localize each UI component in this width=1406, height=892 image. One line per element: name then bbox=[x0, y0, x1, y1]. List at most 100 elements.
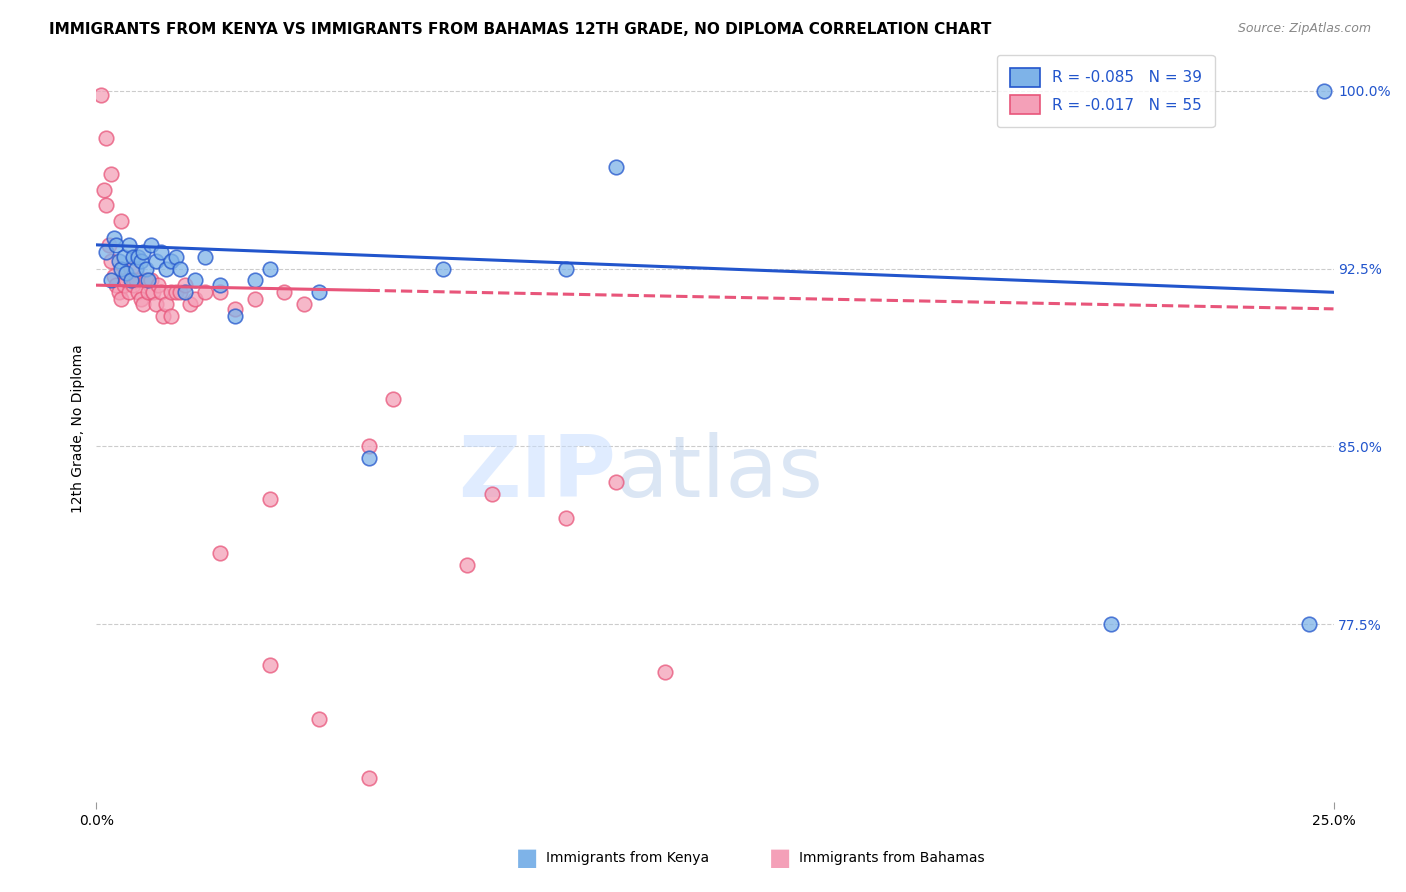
Point bbox=[179, 297, 201, 311]
Point bbox=[174, 285, 197, 300]
Point bbox=[259, 261, 281, 276]
Point bbox=[100, 273, 122, 287]
Point bbox=[555, 510, 578, 524]
Point bbox=[139, 237, 162, 252]
Point bbox=[292, 297, 315, 311]
Point bbox=[159, 309, 181, 323]
Point bbox=[224, 301, 246, 316]
Point bbox=[149, 244, 172, 259]
Point bbox=[135, 261, 157, 276]
Point bbox=[117, 285, 139, 300]
Text: Immigrants from Bahamas: Immigrants from Bahamas bbox=[799, 851, 984, 865]
Point bbox=[243, 273, 266, 287]
Point bbox=[132, 297, 155, 311]
Point bbox=[308, 285, 330, 300]
Point bbox=[224, 309, 246, 323]
Point bbox=[357, 439, 380, 453]
Point bbox=[142, 285, 165, 300]
Point bbox=[174, 278, 197, 293]
Text: IMMIGRANTS FROM KENYA VS IMMIGRANTS FROM BAHAMAS 12TH GRADE, NO DIPLOMA CORRELAT: IMMIGRANTS FROM KENYA VS IMMIGRANTS FROM… bbox=[49, 22, 991, 37]
Point bbox=[605, 160, 627, 174]
Point bbox=[100, 254, 122, 268]
Point bbox=[90, 88, 112, 103]
Text: Immigrants from Kenya: Immigrants from Kenya bbox=[546, 851, 709, 865]
Text: ZIP: ZIP bbox=[458, 432, 616, 515]
Point bbox=[125, 273, 148, 287]
Point bbox=[136, 285, 159, 300]
Text: ■: ■ bbox=[516, 847, 538, 870]
Point bbox=[605, 475, 627, 489]
Point bbox=[152, 309, 174, 323]
Point bbox=[103, 268, 125, 283]
Point bbox=[125, 261, 148, 276]
Point bbox=[169, 261, 191, 276]
Point bbox=[96, 131, 118, 145]
Text: ■: ■ bbox=[769, 847, 792, 870]
Point bbox=[382, 392, 405, 406]
Point bbox=[139, 273, 162, 287]
Point bbox=[194, 250, 217, 264]
Point bbox=[110, 214, 132, 228]
Point bbox=[129, 254, 152, 268]
Point bbox=[155, 297, 177, 311]
Point bbox=[112, 250, 135, 264]
Point bbox=[273, 285, 295, 300]
Point bbox=[107, 254, 129, 268]
Point bbox=[357, 772, 380, 786]
Point bbox=[117, 237, 139, 252]
Text: atlas: atlas bbox=[616, 432, 824, 515]
Point bbox=[127, 250, 149, 264]
Point bbox=[105, 237, 128, 252]
Point bbox=[97, 237, 120, 252]
Point bbox=[145, 297, 167, 311]
Point bbox=[136, 273, 159, 287]
Point bbox=[243, 293, 266, 307]
Point bbox=[555, 261, 578, 276]
Point bbox=[120, 261, 142, 276]
Point bbox=[148, 278, 170, 293]
Point bbox=[165, 285, 187, 300]
Point bbox=[155, 261, 177, 276]
Point bbox=[159, 254, 181, 268]
Text: Source: ZipAtlas.com: Source: ZipAtlas.com bbox=[1237, 22, 1371, 36]
Point bbox=[122, 250, 145, 264]
Point bbox=[209, 285, 232, 300]
Point bbox=[209, 546, 232, 560]
Point bbox=[654, 665, 676, 679]
Point bbox=[308, 712, 330, 726]
Point bbox=[209, 278, 232, 293]
Point bbox=[481, 487, 503, 501]
Y-axis label: 12th Grade, No Diploma: 12th Grade, No Diploma bbox=[72, 344, 86, 513]
Point bbox=[103, 231, 125, 245]
Point bbox=[1298, 617, 1320, 632]
Point bbox=[169, 285, 191, 300]
Point bbox=[457, 558, 479, 572]
Legend: R = -0.085   N = 39, R = -0.017   N = 55: R = -0.085 N = 39, R = -0.017 N = 55 bbox=[997, 55, 1215, 127]
Point bbox=[149, 285, 172, 300]
Point bbox=[122, 278, 145, 293]
Point bbox=[100, 167, 122, 181]
Point bbox=[105, 278, 128, 293]
Point bbox=[107, 285, 129, 300]
Point bbox=[110, 293, 132, 307]
Point bbox=[132, 244, 155, 259]
Point bbox=[96, 197, 118, 211]
Point bbox=[159, 285, 181, 300]
Point bbox=[184, 293, 207, 307]
Point bbox=[357, 451, 380, 466]
Point bbox=[129, 293, 152, 307]
Point bbox=[432, 261, 454, 276]
Point bbox=[93, 183, 115, 197]
Point bbox=[115, 266, 138, 280]
Point bbox=[127, 285, 149, 300]
Point bbox=[135, 273, 157, 287]
Point bbox=[96, 244, 118, 259]
Point bbox=[120, 273, 142, 287]
Point bbox=[165, 250, 187, 264]
Point bbox=[194, 285, 217, 300]
Point bbox=[184, 273, 207, 287]
Point bbox=[145, 254, 167, 268]
Point bbox=[1099, 617, 1122, 632]
Point bbox=[259, 491, 281, 506]
Point bbox=[259, 657, 281, 672]
